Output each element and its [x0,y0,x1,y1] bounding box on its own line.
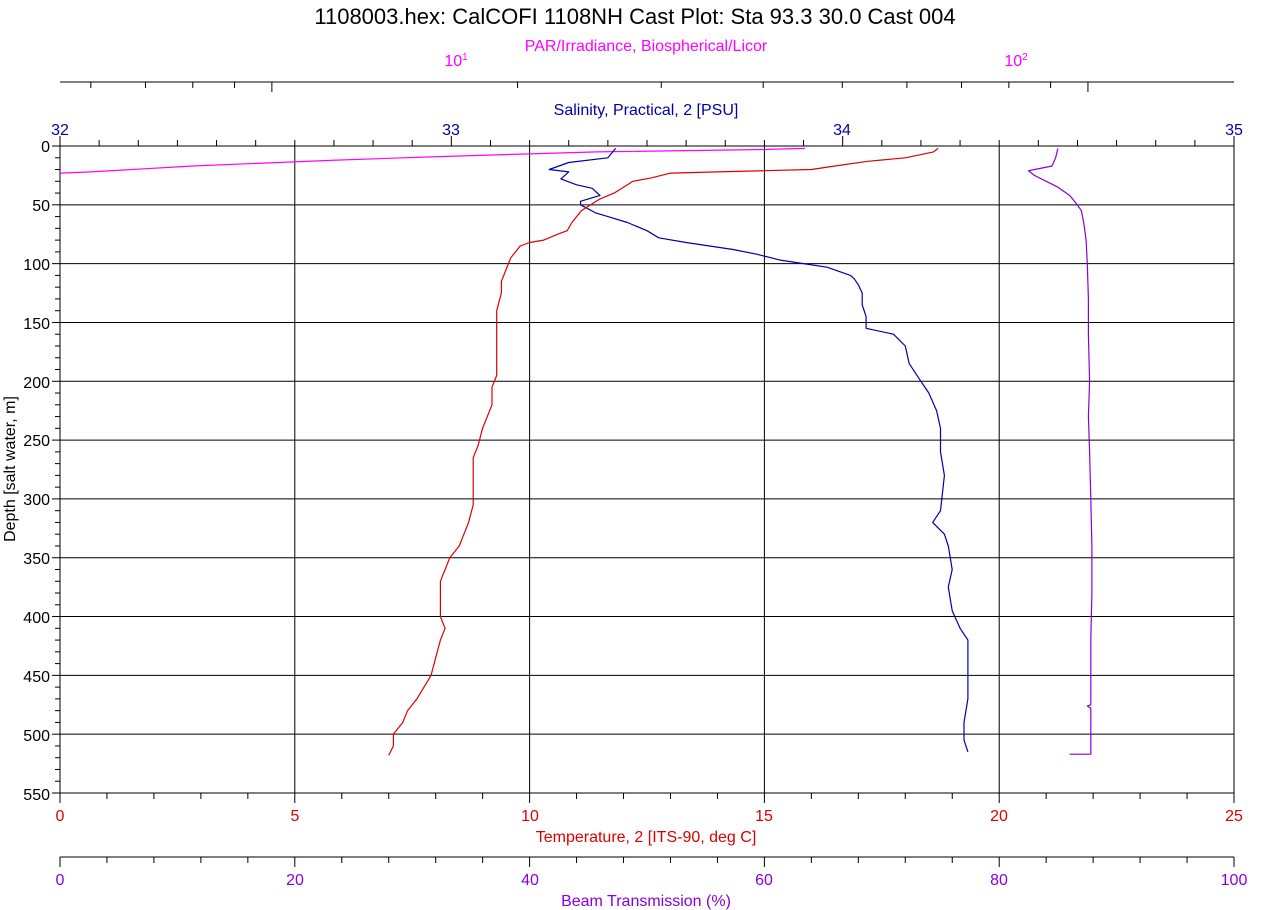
par-tick-label: 101 [444,52,468,70]
par-axis-label: PAR/Irradiance, Biospherical/Licor [525,38,768,55]
beam-tick-label: 100 [1221,872,1248,889]
depth-tick-label: 50 [32,198,50,215]
par-axis-ticks [90,82,1089,92]
temperature-tick-label: 5 [291,808,300,825]
temperature-tick-label: 0 [56,808,65,825]
salinity-tick-label: 35 [1225,122,1243,139]
series-layer [59,147,1093,756]
salinity-profile-line [548,148,969,752]
beam-tick-label: 80 [990,872,1008,889]
temperature-tick-label: 20 [990,808,1008,825]
depth-tick-label: 550 [23,787,50,804]
salinity-axis-label: Salinity, Practical, 2 [PSU] [554,102,739,119]
temperature-axis-ticks [59,793,1235,803]
beam-axis-label: Beam Transmission (%) [561,893,731,910]
plot-frame [59,145,1235,794]
depth-tick-label: 100 [23,257,50,274]
par-profile-line [59,147,805,174]
depth-tick-label: 400 [23,610,50,627]
salinity-tick-label: 33 [442,122,460,139]
temperature-tick-label: 15 [755,808,773,825]
beam-profile-line [1027,148,1093,755]
depth-tick-label: 450 [23,669,50,686]
temperature-tick-label: 10 [521,808,539,825]
beam-axis-ticks [59,857,1235,867]
plot-grid [60,146,1234,793]
depth-axis-label: Depth [salt water, m] [2,396,19,542]
par-tick-label: 102 [1004,52,1028,70]
temperature-tick-label: 25 [1225,808,1243,825]
temperature-profile-line [388,147,939,756]
depth-tick-label: 200 [23,375,50,392]
depth-tick-label: 0 [41,139,50,156]
depth-tick-label: 500 [23,728,50,745]
salinity-axis-ticks [59,136,1235,146]
temperature-axis-label: Temperature, 2 [ITS-90, deg C] [536,829,757,846]
beam-tick-label: 20 [286,872,304,889]
depth-tick-label: 300 [23,492,50,509]
salinity-tick-label: 32 [51,122,69,139]
beam-tick-label: 40 [521,872,539,889]
beam-tick-label: 60 [755,872,773,889]
depth-tick-label: 150 [23,316,50,333]
depth-tick-label: 350 [23,551,50,568]
beam-tick-label: 0 [56,872,65,889]
salinity-tick-label: 34 [833,122,851,139]
depth-tick-label: 250 [23,433,50,450]
depth-axis-ticks [52,145,60,794]
chart-title: 1108003.hex: CalCOFI 1108NH Cast Plot: S… [314,4,955,29]
